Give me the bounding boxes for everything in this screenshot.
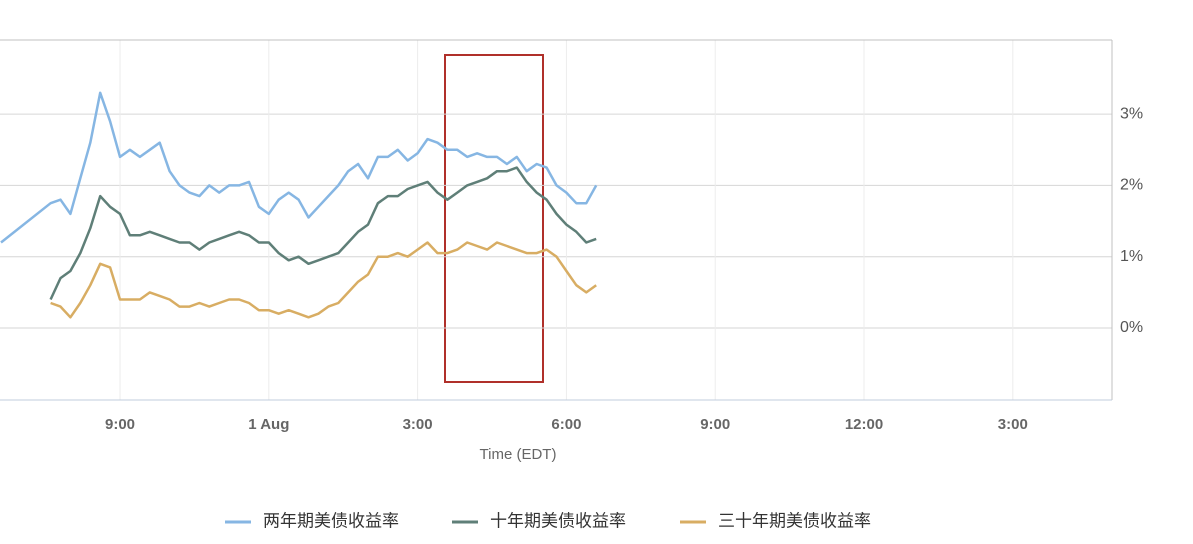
x-tick-label: 9:00 [105,416,135,433]
x-tick-label: 9:00 [700,416,730,433]
x-axis-label: Time (EDT) [480,446,557,463]
x-tick-label: 3:00 [998,416,1028,433]
y-tick-label: 1% [1120,248,1143,265]
y-tick-label: 0% [1120,319,1143,336]
legend-label: 十年期美债收益率 [490,511,626,530]
highlight-box [444,54,544,383]
x-tick-label: 6:00 [551,416,581,433]
y-tick-label: 3% [1120,105,1143,122]
x-tick-label: 1 Aug [248,416,289,433]
x-tick-label: 3:00 [403,416,433,433]
series-line [50,241,597,319]
x-tick-label: 12:00 [845,416,883,433]
y-tick-label: 2% [1120,177,1143,194]
series-line [49,166,597,301]
legend-label: 三十年期美债收益率 [718,511,871,530]
legend-label: 两年期美债收益率 [263,511,399,530]
series-line [0,91,598,244]
